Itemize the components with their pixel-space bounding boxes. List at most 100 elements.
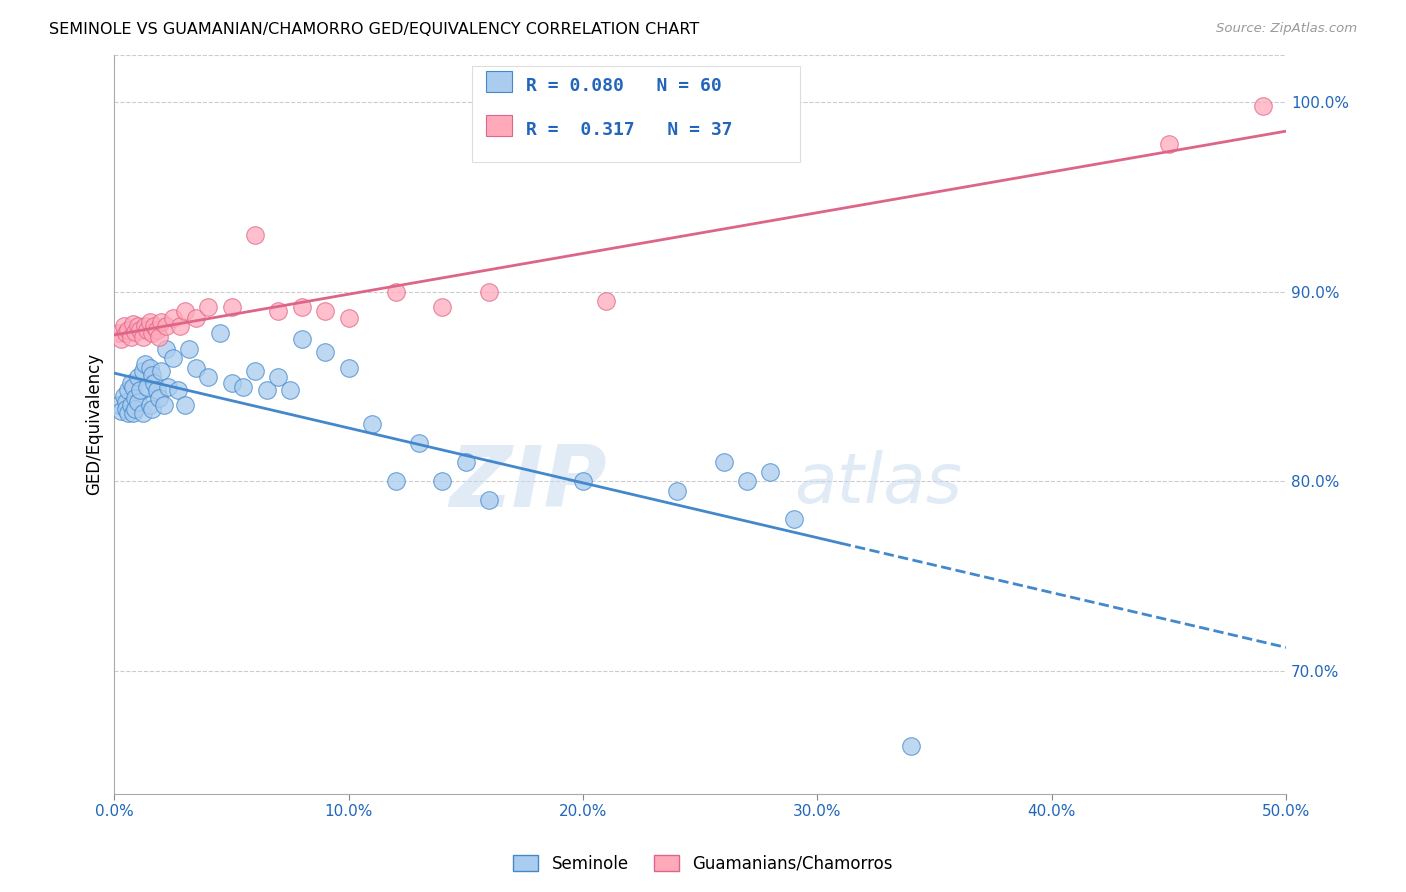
Point	[735, 474, 758, 488]
Point	[115, 326, 138, 341]
Point	[1157, 137, 1180, 152]
Point	[155, 318, 177, 333]
Point	[337, 360, 360, 375]
Point	[131, 364, 153, 378]
Point	[124, 325, 146, 339]
Point	[337, 311, 360, 326]
Point	[138, 399, 160, 413]
Point	[291, 332, 314, 346]
Point	[454, 455, 477, 469]
Point	[134, 357, 156, 371]
Text: atlas: atlas	[794, 450, 962, 517]
Point	[150, 315, 173, 329]
Point	[124, 391, 146, 405]
Point	[197, 370, 219, 384]
Point	[138, 315, 160, 329]
Point	[572, 474, 595, 488]
Point	[120, 376, 142, 390]
Point	[256, 384, 278, 398]
Point	[157, 379, 180, 393]
Point	[108, 326, 131, 341]
Point	[152, 399, 174, 413]
Point	[408, 436, 430, 450]
Point	[900, 739, 922, 754]
Point	[478, 285, 501, 299]
Point	[150, 364, 173, 378]
Point	[127, 370, 149, 384]
Point	[141, 402, 163, 417]
Point	[145, 323, 167, 337]
Point	[162, 351, 184, 365]
Point	[141, 368, 163, 383]
Point	[162, 311, 184, 326]
Point	[384, 285, 406, 299]
Point	[155, 342, 177, 356]
Point	[143, 376, 166, 390]
Point	[173, 303, 195, 318]
Point	[169, 318, 191, 333]
Point	[186, 360, 208, 375]
Point	[143, 318, 166, 333]
Point	[117, 384, 139, 398]
Point	[131, 330, 153, 344]
Point	[166, 384, 188, 398]
Point	[314, 345, 336, 359]
Point	[136, 323, 159, 337]
Point	[136, 379, 159, 393]
Point	[1251, 99, 1274, 113]
Point	[108, 399, 131, 413]
Point	[179, 342, 201, 356]
FancyBboxPatch shape	[472, 66, 800, 162]
Point	[148, 330, 170, 344]
Point	[129, 384, 152, 398]
Point	[117, 406, 139, 420]
Text: R = 0.080   N = 60: R = 0.080 N = 60	[526, 77, 721, 95]
Point	[232, 379, 254, 393]
Point	[124, 402, 146, 417]
Point	[110, 404, 132, 418]
Point	[291, 300, 314, 314]
Point	[112, 318, 135, 333]
Text: Source: ZipAtlas.com: Source: ZipAtlas.com	[1216, 22, 1357, 36]
Point	[148, 391, 170, 405]
Point	[138, 360, 160, 375]
Text: R =  0.317   N = 37: R = 0.317 N = 37	[526, 121, 733, 139]
Point	[432, 474, 454, 488]
Point	[478, 493, 501, 508]
Point	[595, 294, 617, 309]
FancyBboxPatch shape	[486, 71, 512, 92]
Point	[384, 474, 406, 488]
Text: SEMINOLE VS GUAMANIAN/CHAMORRO GED/EQUIVALENCY CORRELATION CHART: SEMINOLE VS GUAMANIAN/CHAMORRO GED/EQUIV…	[49, 22, 699, 37]
Point	[115, 402, 138, 417]
Point	[267, 303, 290, 318]
Point	[221, 376, 243, 390]
Point	[361, 417, 384, 432]
Point	[120, 399, 142, 413]
Point	[145, 384, 167, 398]
Point	[117, 323, 139, 337]
Point	[131, 406, 153, 420]
Point	[112, 389, 135, 403]
Point	[221, 300, 243, 314]
Point	[713, 455, 735, 469]
Point	[127, 394, 149, 409]
Point	[120, 330, 142, 344]
Point	[122, 406, 145, 420]
Point	[186, 311, 208, 326]
Point	[122, 317, 145, 331]
Legend: Seminole, Guamanians/Chamorros: Seminole, Guamanians/Chamorros	[506, 848, 900, 880]
Text: ZIP: ZIP	[449, 442, 606, 525]
Point	[134, 318, 156, 333]
Point	[278, 384, 301, 398]
Y-axis label: GED/Equivalency: GED/Equivalency	[86, 353, 103, 495]
Point	[141, 326, 163, 341]
Point	[115, 394, 138, 409]
Point	[197, 300, 219, 314]
Point	[122, 379, 145, 393]
Point	[759, 465, 782, 479]
Point	[243, 227, 266, 242]
Point	[129, 323, 152, 337]
Point	[243, 364, 266, 378]
Point	[783, 512, 806, 526]
Point	[127, 318, 149, 333]
